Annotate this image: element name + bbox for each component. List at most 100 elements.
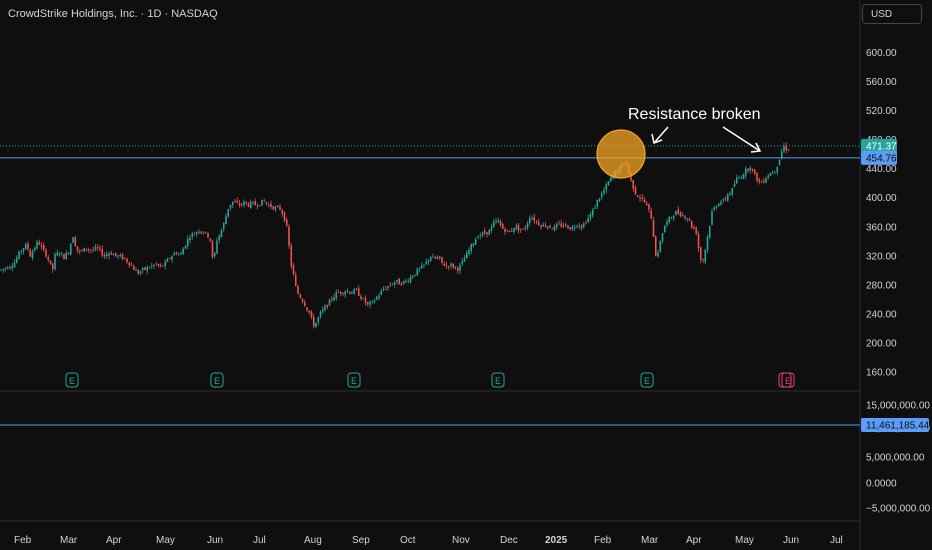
- candle-body: [74, 237, 77, 247]
- candle-body: [40, 245, 43, 247]
- candle-body: [648, 203, 650, 210]
- candle-body: [229, 204, 232, 209]
- time-tick-label: Jun: [783, 535, 799, 546]
- candle-body: [81, 250, 83, 252]
- candle-body: [333, 297, 335, 301]
- candle-body: [173, 253, 176, 256]
- candle-body: [607, 181, 610, 186]
- earnings-marker: E: [347, 372, 361, 388]
- earnings-marker-label: E: [69, 376, 75, 386]
- candle-body: [468, 250, 470, 255]
- candle-body: [544, 225, 547, 227]
- price-badge-label: 454.76: [866, 153, 897, 164]
- candle-body: [513, 228, 515, 232]
- candle-body: [681, 215, 684, 216]
- candle-body: [78, 250, 81, 252]
- candle-body: [454, 266, 457, 268]
- candle-body: [202, 232, 205, 234]
- candle-body: [706, 236, 709, 251]
- candle-body: [751, 168, 754, 171]
- candle-body: [580, 225, 583, 229]
- candle-body: [643, 200, 646, 203]
- candle-body: [470, 244, 473, 251]
- candle-body: [416, 269, 419, 276]
- candle-body: [375, 296, 378, 300]
- candle-body: [445, 265, 448, 266]
- candle-body: [519, 228, 522, 230]
- candle-body: [344, 291, 347, 295]
- candle-body: [641, 197, 644, 199]
- candle-body: [537, 221, 540, 226]
- candle-body: [675, 210, 677, 216]
- candle-body: [171, 256, 173, 260]
- candle-body: [688, 218, 691, 221]
- candle-body: [252, 201, 254, 203]
- candle-body: [747, 168, 749, 171]
- candle-body: [110, 252, 113, 255]
- candle-body: [373, 300, 376, 303]
- candle-body: [540, 225, 542, 227]
- candle-body: [774, 171, 776, 173]
- candle-body: [99, 247, 101, 249]
- candle-body: [137, 269, 140, 275]
- candle-body: [227, 209, 230, 217]
- candle-body: [288, 226, 290, 246]
- candle-body: [724, 198, 727, 200]
- candle-body: [101, 249, 104, 256]
- candle-body: [733, 183, 736, 187]
- candle-body: [270, 203, 272, 207]
- candle-body: [180, 252, 182, 255]
- candle-body: [366, 302, 369, 305]
- volume-tick-label: −5,000,000.00: [866, 504, 931, 515]
- candle-body: [634, 187, 637, 195]
- candle-body: [249, 201, 252, 209]
- candle-body: [285, 219, 288, 227]
- candle-body: [432, 256, 434, 258]
- candle-body: [645, 203, 648, 206]
- time-axis[interactable]: Feb Mar Apr May Jun Jul Aug Sep Oct Nov Dec 2025 Feb…: [14, 535, 843, 546]
- candle-body: [321, 309, 324, 312]
- candle-body: [769, 173, 772, 176]
- candle-body: [564, 224, 567, 226]
- candle-body: [213, 253, 216, 256]
- time-tick-label: May: [735, 535, 754, 546]
- volume-axis[interactable]: 15,000,000.0010,000,000.005,000,000.000.…: [866, 401, 931, 515]
- volume-badge-label: 11,461,185.44: [866, 421, 930, 432]
- candle-body: [148, 267, 151, 269]
- candle-body: [407, 281, 410, 282]
- candle-body: [193, 234, 196, 236]
- candle-body: [337, 292, 340, 293]
- candle-body: [126, 259, 128, 262]
- time-tick-label: Jul: [253, 535, 266, 546]
- candle-body: [447, 266, 450, 267]
- candle-body: [690, 220, 693, 228]
- price-tick-label: 280.00: [866, 280, 897, 291]
- currency-button[interactable]: USD: [862, 4, 922, 24]
- candle-body: [335, 292, 338, 299]
- candle-body: [225, 216, 227, 225]
- candle-body: [783, 146, 785, 152]
- candle-body: [276, 205, 279, 207]
- price-axis[interactable]: 600.00560.00520.00480.00440.00400.00360.…: [866, 48, 897, 379]
- candle-body: [778, 159, 781, 166]
- candle-body: [20, 250, 23, 252]
- candle-body: [218, 235, 221, 241]
- candle-body: [306, 307, 308, 310]
- earnings-marker: E: [491, 372, 505, 388]
- candle-body: [2, 268, 5, 270]
- candle-body: [569, 227, 572, 230]
- candle-body: [200, 231, 203, 234]
- time-tick-label: 2025: [545, 535, 568, 546]
- candle-body: [42, 245, 45, 250]
- candle-body: [121, 254, 124, 260]
- time-tick-label: Jun: [207, 535, 223, 546]
- candle-body: [753, 169, 756, 174]
- candle-body: [342, 292, 344, 294]
- candle-body: [265, 201, 268, 204]
- candle-body: [477, 237, 479, 239]
- candle-body: [31, 251, 34, 258]
- candle-body: [83, 247, 86, 252]
- candle-body: [13, 262, 16, 268]
